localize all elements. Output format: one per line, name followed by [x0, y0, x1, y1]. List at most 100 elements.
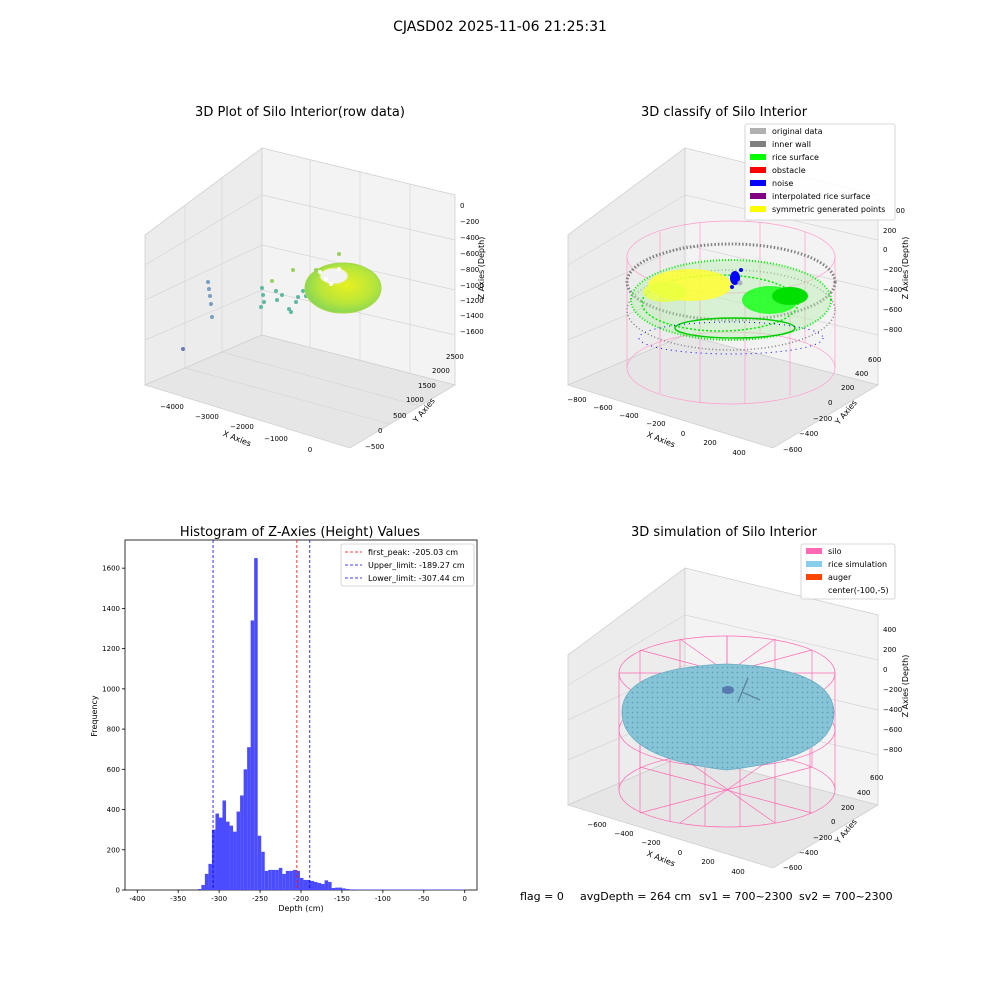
histogram-x-ticks: -400 -350 -300 -250 -200 -150 -100 -50 0	[129, 890, 467, 903]
legend-swatch-inner-wall	[750, 141, 766, 147]
legend-label-symmetric: symmetric generated points	[772, 205, 885, 214]
raw-y-tick-label: −500	[365, 443, 384, 451]
histogram-bar	[321, 883, 325, 890]
simulation-z-tick-label: −800	[883, 746, 902, 754]
histogram-y-tick-label: 1600	[102, 565, 120, 573]
legend-label-original: original data	[772, 127, 823, 136]
classify-z-tick-label: −600	[883, 306, 902, 314]
histogram-y-tick-label: 600	[107, 766, 120, 774]
legend-swatch-symmetric	[750, 206, 766, 212]
legend-swatch-silo	[806, 548, 822, 554]
raw-x-axis-label: X Axies	[222, 429, 253, 448]
simulation-x-tick-label: 200	[701, 858, 714, 866]
histogram-y-tick-label: 1200	[102, 645, 120, 653]
raw-z-tick-label: 0	[460, 202, 464, 210]
legend-swatch-original	[750, 128, 766, 134]
simulation-z-tick-label: 0	[883, 666, 887, 674]
histogram-bar	[282, 873, 286, 890]
simulation-y-tick-label: 600	[870, 774, 883, 782]
histogram-bar	[289, 870, 293, 890]
classify-z-axis-label: Z Axies (Depth)	[901, 237, 910, 300]
panel-classify: 3D classify of Silo Interior	[566, 105, 910, 457]
raw-y-ticks: −500 0 500 1000 1500 2000 2500	[365, 353, 464, 451]
raw-x-tick-label: 0	[308, 446, 312, 454]
histogram-bar	[324, 880, 329, 890]
panel-simulation-title: 3D simulation of Silo Interior	[631, 525, 818, 540]
legend-swatch-noise	[750, 180, 766, 186]
legend-label-first-peak: first_peak: -205.03 cm	[368, 548, 458, 557]
histogram-bar	[215, 813, 219, 890]
simulation-x-tick-label: 0	[678, 849, 682, 857]
histogram-bar	[296, 870, 300, 890]
classify-z-tick-label: −400	[883, 286, 902, 294]
simulation-x-axis-label: X Axies	[646, 849, 677, 868]
legend-label-rice: rice surface	[772, 153, 819, 162]
histogram-bar	[306, 879, 311, 890]
histogram-bar	[211, 829, 216, 890]
raw-z-tick-label: −1000	[460, 282, 484, 290]
histogram-y-tick-label: 0	[116, 887, 120, 895]
histogram-bar	[331, 887, 336, 890]
histogram-bar	[243, 769, 248, 890]
histogram-x-tick-label: -200	[293, 895, 309, 903]
histogram-bar	[201, 884, 205, 890]
simulation-z-axis-label: Z Axies (Depth)	[901, 655, 910, 718]
histogram-bar	[352, 889, 357, 890]
legend-label-silo: silo	[828, 547, 842, 556]
legend-swatch-rice-sim	[806, 561, 822, 567]
raw-y-tick-label: 1000	[406, 396, 424, 404]
raw-z-tick-label: −1600	[460, 328, 484, 336]
histogram-bar	[338, 887, 343, 890]
legend-label-interpolated: interpolated rice surface	[772, 192, 870, 201]
histogram-bar	[254, 558, 258, 890]
classify-z-tick-label: 00	[896, 207, 905, 215]
histogram-x-tick-label: -50	[418, 895, 429, 903]
classify-z-tick-label: 0	[883, 246, 887, 254]
classify-x-tick-label: −800	[567, 396, 586, 404]
simulation-y-tick-label: −400	[799, 849, 818, 857]
classify-y-ticks: −600 −400 −200 0 200 400 600	[783, 356, 881, 454]
histogram-bar	[240, 795, 244, 890]
histogram-bar	[226, 821, 230, 890]
raw-z-tick-label: −1200	[460, 297, 484, 305]
histogram-bar	[233, 831, 237, 890]
simulation-y-ticks: −600 −400 −200 0 200 400 600	[783, 774, 883, 872]
histogram-bar	[222, 800, 227, 890]
raw-z-tick-label: −400	[460, 234, 479, 242]
figure-suptitle: CJASD02 2025-11-06 21:25:31	[393, 19, 607, 35]
simulation-x-tick-label: −200	[641, 839, 660, 847]
simulation-z-tick-label: 200	[883, 646, 896, 654]
histogram-x-tick-label: -100	[375, 895, 391, 903]
raw-x-tick-label: −1000	[264, 435, 288, 443]
simulation-x-tick-label: −400	[614, 830, 633, 838]
histogram-bar	[349, 889, 353, 890]
simulation-z-tick-label: 400	[883, 626, 896, 634]
histogram-y-axis-label: Frequency	[90, 695, 99, 737]
classify-noise-points	[638, 268, 824, 355]
histogram-x-tick-label: -150	[334, 895, 350, 903]
raw-z-tick-label: −600	[460, 250, 479, 258]
histogram-x-tick-label: 0	[462, 895, 466, 903]
status-sv1: sv1 = 700~2300	[699, 890, 793, 903]
simulation-x-ticks: −600 −400 −200 0 200 400	[587, 821, 744, 876]
classify-x-tick-label: 400	[732, 449, 745, 457]
simulation-legend: silo rice simulation auger center(-100,-…	[800, 543, 896, 600]
classify-z-tick-label: −800	[883, 326, 902, 334]
simulation-rice-surface	[621, 663, 835, 771]
simulation-y-tick-label: 200	[841, 804, 854, 812]
classify-x-ticks: −800 −600 −400 −200 0 200 400	[567, 396, 745, 457]
raw-x-ticks: −4000 −3000 −2000 −1000 0	[160, 403, 312, 454]
raw-x-tick-label: −4000	[160, 403, 184, 411]
panel-simulation: 3D simulation of Silo Interior	[566, 525, 910, 876]
simulation-y-tick-label: 0	[831, 818, 835, 826]
panel-classify-title: 3D classify of Silo Interior	[641, 105, 808, 120]
classify-y-tick-label: 600	[868, 356, 881, 364]
histogram-y-tick-label: 1000	[102, 685, 120, 693]
histogram-y-ticks: 0 200 400 600 800 1000 1200 1400 1600	[102, 565, 125, 895]
histogram-legend: first_peak: -205.03 cm Upper_limit: -189…	[340, 543, 475, 587]
classify-z-ticks: 200 0 −200 −400 −600 −800	[883, 227, 902, 334]
histogram-bar	[204, 873, 209, 890]
simulation-y-tick-label: 400	[857, 789, 870, 797]
raw-z-axis-label: Z Axies (Depth)	[477, 237, 486, 300]
panel-raw-title: 3D Plot of Silo Interior(row data)	[195, 105, 405, 120]
